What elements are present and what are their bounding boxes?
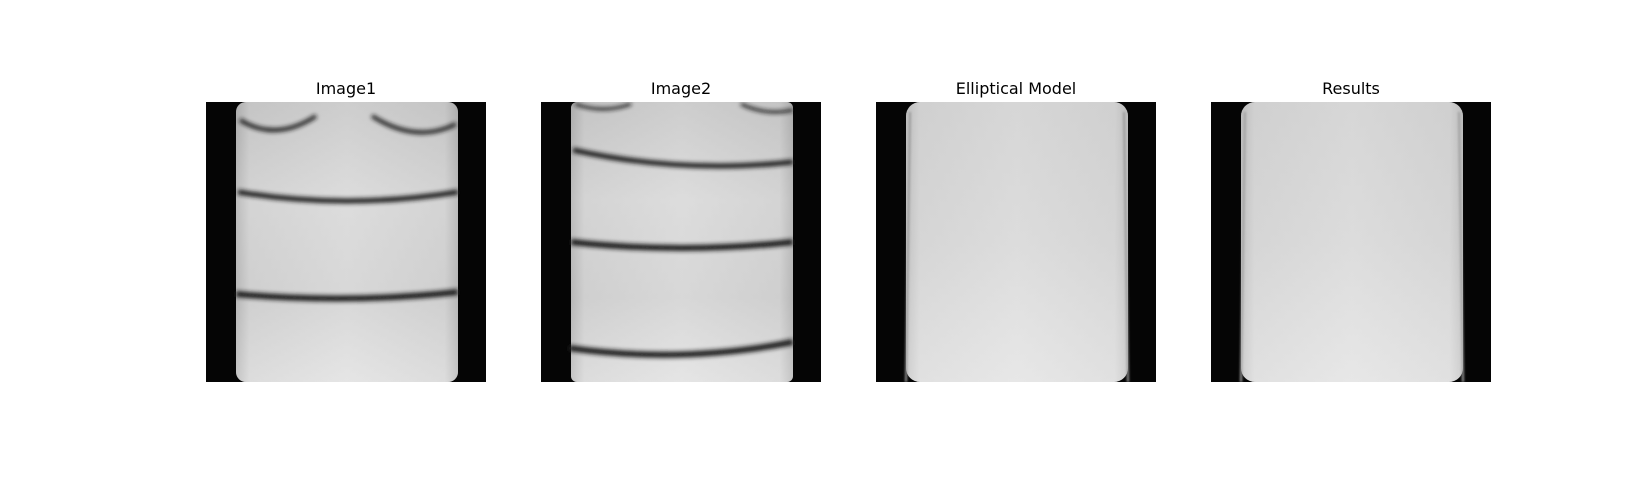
results-scan	[1211, 102, 1491, 382]
panel-image1: Image1	[206, 76, 486, 382]
image1-scan	[206, 102, 486, 382]
panel-results: Results	[1211, 76, 1491, 382]
elliptical-model-scan	[876, 102, 1156, 382]
panel-image2: Image2	[541, 76, 821, 382]
panel-title: Elliptical Model	[955, 79, 1077, 98]
panel-title: Image1	[315, 79, 377, 98]
panel-title: Image2	[650, 79, 712, 98]
panel-elliptical-model: Elliptical Model	[876, 76, 1156, 382]
image2-scan	[541, 102, 821, 382]
panel-title: Results	[1322, 79, 1380, 98]
